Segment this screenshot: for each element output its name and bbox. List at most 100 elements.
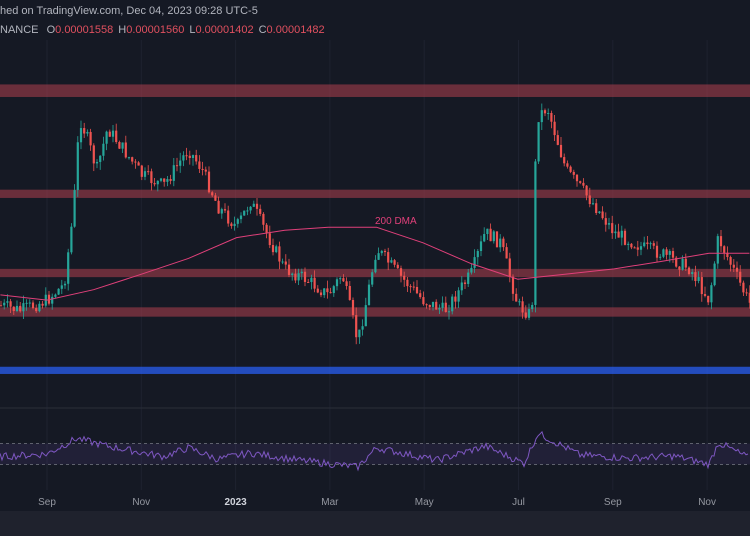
candle-body	[35, 308, 38, 312]
candle-body	[371, 272, 374, 285]
candle-body	[249, 206, 252, 211]
candle-body	[473, 257, 476, 268]
candle-body	[220, 209, 223, 214]
candle-body	[252, 203, 255, 207]
candle-body	[227, 210, 230, 224]
candle-body	[185, 155, 188, 157]
candle-body	[57, 288, 60, 295]
ohlc-value: 0.00001560	[126, 24, 185, 36]
candle-body	[403, 275, 406, 280]
candle-body	[188, 155, 191, 158]
candle-body	[505, 247, 508, 259]
dma-label: 200 DMA	[375, 216, 417, 227]
candle-body	[348, 285, 351, 300]
resistance-zone	[0, 307, 750, 317]
candle-body	[335, 279, 339, 287]
candle-body	[630, 243, 633, 248]
candle-body	[572, 171, 575, 175]
candle-body	[643, 242, 646, 247]
candle-body	[406, 279, 409, 287]
rsi-line	[0, 430, 749, 472]
candle-body	[735, 267, 739, 272]
candle-body	[95, 161, 99, 164]
candle-body	[105, 131, 108, 144]
candle-body	[463, 282, 467, 284]
candle-body	[163, 178, 166, 182]
candle-body	[591, 203, 595, 205]
candle-body	[102, 143, 105, 156]
candle-body	[243, 210, 246, 216]
candle-body	[361, 326, 364, 330]
candle-body	[54, 294, 57, 297]
candle-body	[639, 246, 643, 250]
candle-body	[41, 303, 44, 306]
candle-body	[67, 252, 70, 284]
candle-body	[278, 246, 281, 262]
candle-body	[559, 144, 563, 158]
candle-body	[182, 155, 185, 161]
ohlc-key: L	[189, 24, 196, 36]
candle-body	[553, 121, 556, 136]
candle-body	[486, 228, 489, 235]
candle-body	[323, 288, 326, 296]
candle-body	[124, 142, 127, 158]
candle-body	[204, 169, 207, 172]
candle-body	[444, 302, 447, 313]
candle-body	[457, 290, 460, 302]
candle-body	[358, 329, 361, 338]
candle-body	[425, 304, 428, 306]
candle-body	[502, 238, 505, 248]
candle-body	[19, 305, 22, 312]
candle-body	[262, 213, 265, 225]
candle-body	[489, 228, 492, 242]
candle-body	[22, 303, 25, 312]
candle-body	[655, 245, 659, 258]
candle-body	[83, 128, 86, 134]
candle-body	[620, 230, 623, 238]
candle-body	[230, 223, 233, 227]
support-zone	[0, 366, 750, 374]
candle-body	[201, 168, 204, 170]
candle-body	[601, 211, 604, 219]
candle-body	[691, 272, 694, 275]
candle-body	[127, 157, 131, 159]
candle-body	[380, 250, 383, 254]
ohlc-value: 0.00001558	[55, 24, 114, 36]
candle-body	[92, 145, 95, 164]
candle-body	[611, 223, 614, 234]
candle-body	[294, 273, 297, 281]
candle-body	[108, 131, 111, 137]
candle-body	[732, 264, 735, 268]
candle-body	[652, 243, 655, 246]
candle-body	[556, 135, 559, 145]
candle-body	[156, 180, 159, 185]
chart-area[interactable]: 200 DMA	[0, 0, 750, 511]
candle-body	[287, 264, 291, 275]
candle-body	[623, 230, 627, 245]
candle-body	[115, 130, 118, 143]
candle-body	[703, 294, 707, 296]
candle-body	[246, 210, 249, 212]
resistance-zone	[0, 189, 750, 198]
candle-body	[435, 301, 438, 310]
candle-body	[659, 256, 662, 258]
candle-body	[275, 246, 278, 253]
rsi-band	[0, 443, 750, 465]
candle-body	[575, 174, 579, 182]
candle-body	[543, 110, 547, 114]
candle-body	[646, 242, 649, 245]
candle-body	[742, 282, 745, 293]
candle-body	[483, 234, 486, 242]
candle-body	[179, 160, 182, 166]
candle-body	[585, 185, 588, 196]
candle-body	[38, 303, 41, 312]
bottom-bar	[0, 511, 750, 536]
candle-body	[12, 306, 15, 311]
candle-body	[617, 231, 620, 238]
candle-body	[422, 297, 425, 305]
candle-body	[259, 208, 262, 214]
candle-body	[31, 302, 35, 309]
candle-body	[665, 249, 668, 255]
candle-body	[627, 243, 630, 245]
candle-body	[604, 218, 607, 225]
